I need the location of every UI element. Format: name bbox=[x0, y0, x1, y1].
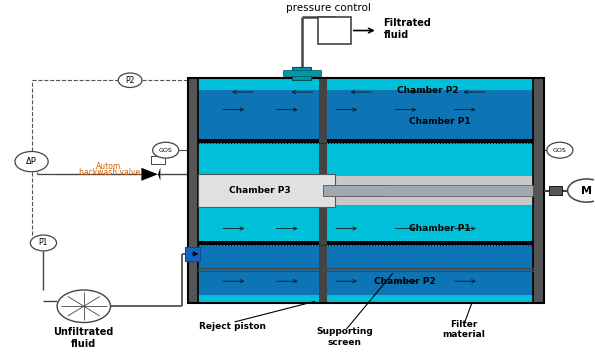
Bar bbox=[184, 246, 199, 261]
Bar bbox=[292, 66, 311, 80]
Text: Chamber P2: Chamber P2 bbox=[374, 277, 435, 286]
Text: Chamber P1: Chamber P1 bbox=[409, 224, 471, 233]
Text: Chamber P1: Chamber P1 bbox=[409, 117, 471, 126]
Bar bbox=[319, 78, 327, 303]
Bar bbox=[187, 205, 544, 303]
Text: Reject piston: Reject piston bbox=[199, 322, 266, 331]
Text: Supporting
screen: Supporting screen bbox=[317, 327, 374, 347]
Text: Filtrated
fluid: Filtrated fluid bbox=[384, 18, 431, 40]
Circle shape bbox=[15, 151, 48, 172]
Bar bbox=[318, 17, 351, 44]
Bar bbox=[187, 90, 544, 141]
Circle shape bbox=[30, 235, 57, 251]
Text: Chamber P2: Chamber P2 bbox=[397, 86, 459, 95]
Circle shape bbox=[57, 290, 111, 323]
Bar bbox=[187, 176, 544, 205]
Text: GOS: GOS bbox=[159, 148, 173, 153]
Text: M: M bbox=[581, 185, 592, 196]
Bar bbox=[323, 185, 387, 196]
Polygon shape bbox=[142, 168, 158, 181]
Bar bbox=[283, 70, 321, 76]
Bar bbox=[323, 185, 533, 196]
Circle shape bbox=[547, 142, 573, 158]
Bar bbox=[187, 139, 544, 143]
Text: Unfiltrated
fluid: Unfiltrated fluid bbox=[54, 327, 114, 348]
Bar bbox=[187, 78, 544, 176]
Bar bbox=[187, 246, 544, 295]
Bar bbox=[533, 78, 544, 303]
Circle shape bbox=[118, 73, 142, 87]
Text: Autom.: Autom. bbox=[96, 162, 123, 171]
Polygon shape bbox=[158, 168, 161, 181]
Text: backwash valve: backwash valve bbox=[79, 168, 140, 177]
Text: GOS: GOS bbox=[553, 148, 567, 153]
Text: P1: P1 bbox=[39, 238, 48, 248]
Bar bbox=[151, 156, 165, 164]
Text: Chamber P3: Chamber P3 bbox=[229, 186, 291, 195]
Bar bbox=[198, 174, 336, 207]
Text: pressure control: pressure control bbox=[286, 3, 371, 13]
Circle shape bbox=[568, 179, 595, 202]
Text: Filter
material: Filter material bbox=[442, 320, 485, 339]
Bar bbox=[187, 78, 198, 303]
Text: P2: P2 bbox=[126, 76, 135, 85]
Bar bbox=[187, 241, 544, 245]
Bar bbox=[187, 78, 544, 303]
Text: ΔP: ΔP bbox=[26, 157, 37, 166]
Bar bbox=[549, 186, 562, 195]
Circle shape bbox=[153, 142, 178, 158]
